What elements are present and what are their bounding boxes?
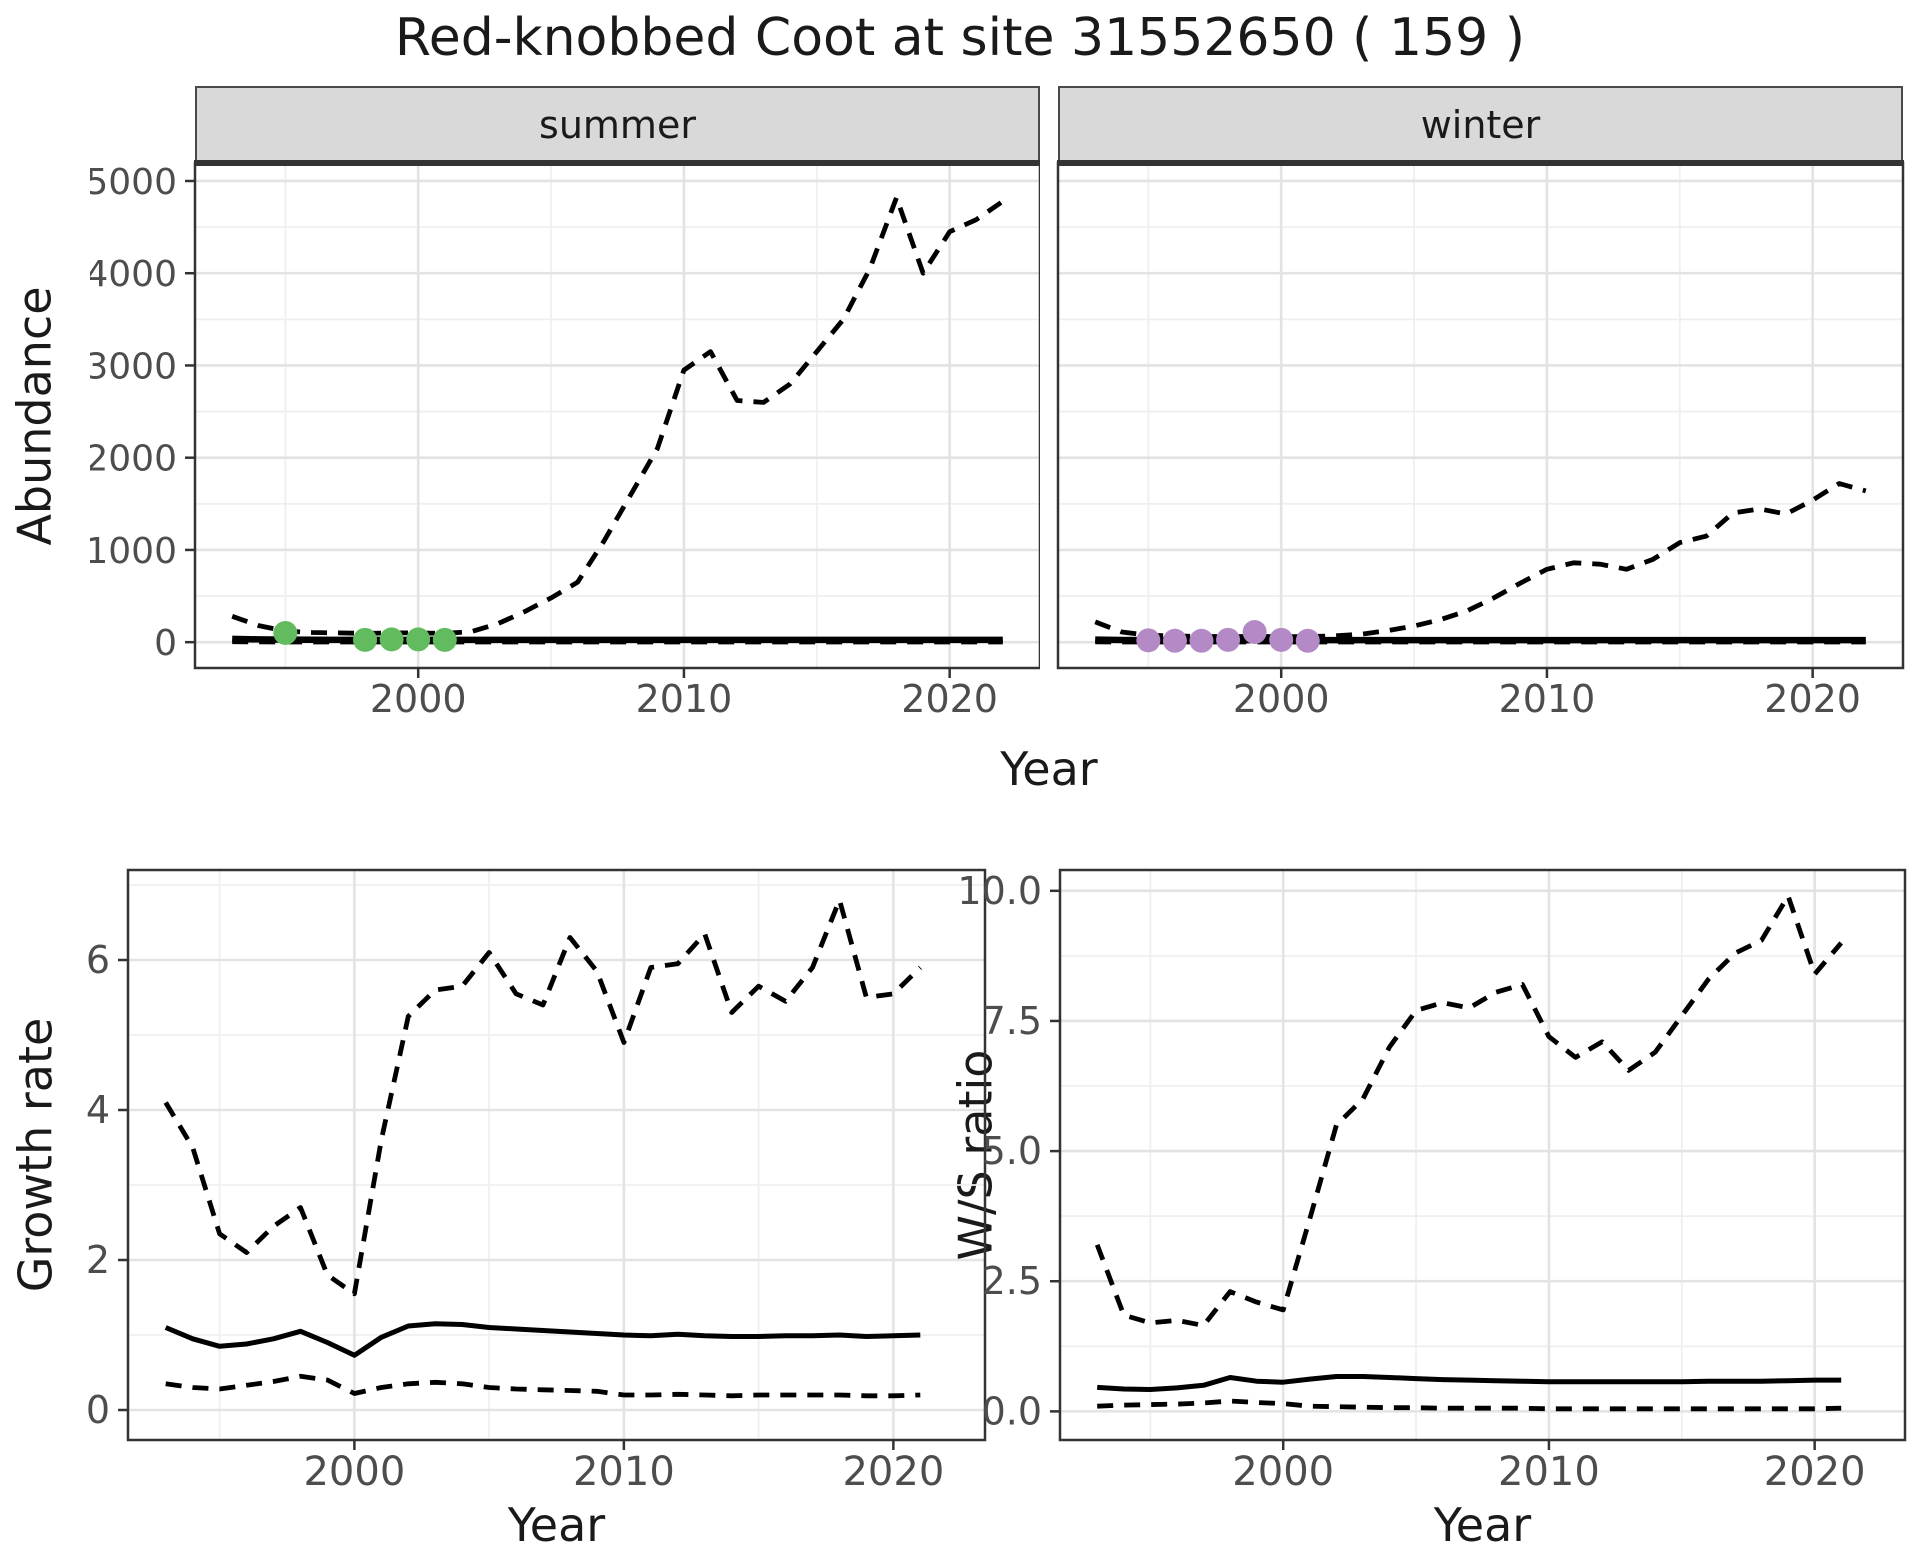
- y-tick-label: 6: [86, 938, 110, 982]
- facet-strip-winter: winter: [1058, 86, 1903, 163]
- y-tick-label: 5000: [90, 162, 177, 203]
- series-upper_ci: [231, 195, 1005, 636]
- series-lower_ci: [1097, 1398, 1842, 1412]
- y-tick-label: 7.5: [982, 999, 1042, 1043]
- abundance-summer-panel: 2000 2010 2020 0 1000 2000 3000 4000 5000: [90, 160, 1040, 721]
- y-tick-label: 0.0: [982, 1389, 1042, 1433]
- series-upper_ci: [1094, 893, 1844, 1328]
- series-mean: [164, 1321, 921, 1358]
- data-point: [1162, 628, 1187, 653]
- data-point: [432, 627, 457, 652]
- series-upper_ci: [1094, 481, 1867, 640]
- y-tick-label: 0: [86, 1388, 110, 1432]
- y-tick-label: 2.5: [982, 1259, 1042, 1303]
- y-tick-label: 3000: [90, 346, 177, 387]
- growth-rate-panel: 2000 2010 2020 0 2 4 6: [86, 868, 987, 1495]
- abundance-winter-panel: 2000 2010 2020: [1056, 160, 1905, 721]
- data-point: [1189, 628, 1214, 653]
- x-axis-title-year-growth: Year: [507, 1498, 606, 1552]
- ws-ratio-panel: 2000 2010 2020 0.0 2.5 5.0 7.5 10.0: [957, 868, 1907, 1495]
- x-tick-label: 2020: [842, 1449, 944, 1495]
- data-point: [353, 627, 378, 652]
- y-tick-label: 1000: [90, 531, 177, 572]
- series-mean: [1097, 1374, 1842, 1392]
- x-tick-label: 2000: [370, 677, 467, 721]
- x-axis-title-year-top: Year: [1000, 742, 1098, 796]
- facet-strip-summer-label: summer: [539, 102, 696, 147]
- y-tick-label: 5.0: [982, 1129, 1042, 1173]
- y-tick-label: 0: [154, 623, 177, 664]
- x-tick-label: 2000: [303, 1449, 405, 1495]
- x-tick-label: 2020: [1764, 677, 1861, 721]
- x-tick-label: 2010: [573, 1449, 675, 1495]
- x-tick-label: 2020: [1764, 1449, 1866, 1495]
- y-axis-title-abundance: Abundance: [8, 285, 63, 546]
- y-tick-label: 2000: [90, 439, 177, 480]
- chart-title: Red-knobbed Coot at site 31552650 ( 159 …: [394, 8, 1526, 68]
- y-tick-label: 10.0: [957, 869, 1042, 913]
- facet-strip-winter-label: winter: [1420, 102, 1541, 147]
- x-tick-label: 2010: [1498, 1449, 1600, 1495]
- data-point: [1269, 627, 1294, 652]
- panel-border: [126, 868, 987, 1442]
- panel-border: [1058, 868, 1907, 1442]
- series-lower_ci: [165, 1373, 921, 1399]
- facet-strip-summer: summer: [195, 86, 1040, 163]
- panel-border: [1056, 161, 1905, 670]
- series-mean: [232, 635, 1003, 644]
- series-upper_ci: [163, 897, 922, 1297]
- x-tick-label: 2000: [1232, 1449, 1334, 1495]
- data-point: [379, 627, 404, 652]
- x-tick-label: 2010: [636, 677, 733, 721]
- data-point: [1242, 620, 1267, 645]
- y-tick-label: 4: [86, 1088, 110, 1132]
- y-tick-label: 4000: [90, 254, 177, 295]
- x-axis-title-year-ws: Year: [1433, 1498, 1532, 1552]
- data-point: [273, 620, 298, 645]
- y-tick-label: 2: [86, 1238, 110, 1282]
- data-point: [1136, 628, 1161, 653]
- x-tick-label: 2000: [1233, 677, 1330, 721]
- x-tick-label: 2020: [901, 677, 998, 721]
- data-point: [1295, 628, 1320, 653]
- x-tick-label: 2010: [1499, 677, 1596, 721]
- data-point: [1216, 627, 1241, 652]
- data-point: [406, 627, 431, 652]
